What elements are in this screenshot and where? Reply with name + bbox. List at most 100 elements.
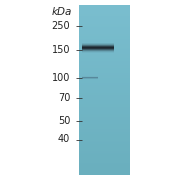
Bar (79, 131, 130, 132)
Bar (79, 166, 130, 168)
Bar (79, 132, 130, 134)
Bar (79, 41, 130, 43)
Bar (79, 119, 130, 120)
Bar (79, 38, 130, 39)
Text: 40: 40 (58, 134, 70, 145)
Bar (79, 60, 130, 61)
Bar (79, 125, 130, 127)
Bar (79, 51, 130, 53)
Bar (79, 78, 130, 80)
Bar (79, 29, 130, 31)
Bar (79, 88, 130, 90)
Bar (79, 80, 130, 82)
Bar (79, 24, 130, 26)
Text: 100: 100 (52, 73, 70, 83)
Bar (79, 117, 130, 119)
Bar (79, 61, 130, 63)
Bar (79, 137, 130, 139)
Bar (79, 76, 130, 78)
Bar (79, 39, 130, 41)
Bar (79, 144, 130, 146)
Bar (79, 120, 130, 122)
Bar (79, 12, 130, 14)
Bar (79, 7, 130, 9)
Bar (79, 27, 130, 29)
Bar (79, 171, 130, 173)
Bar (79, 159, 130, 161)
Bar (79, 87, 130, 88)
Bar (79, 109, 130, 110)
Text: 250: 250 (52, 21, 70, 31)
Bar (79, 21, 130, 22)
Bar (79, 26, 130, 27)
Bar (79, 142, 130, 144)
Bar (79, 83, 130, 85)
Bar (79, 168, 130, 170)
Text: 150: 150 (52, 45, 70, 55)
Bar (79, 56, 130, 58)
Bar (79, 68, 130, 70)
Bar (79, 71, 130, 73)
Bar (79, 102, 130, 104)
Bar (79, 154, 130, 156)
Bar (79, 161, 130, 163)
Bar (79, 139, 130, 141)
Bar (79, 15, 130, 17)
Bar (79, 48, 130, 49)
Bar (79, 46, 130, 48)
Bar (79, 49, 130, 51)
Bar (79, 158, 130, 159)
Bar (79, 36, 130, 38)
Bar (79, 115, 130, 117)
Bar (79, 32, 130, 34)
Bar (79, 22, 130, 24)
Bar (79, 92, 130, 93)
Bar (79, 107, 130, 109)
Bar (79, 31, 130, 32)
Bar (79, 9, 130, 10)
Bar (79, 53, 130, 55)
Bar (79, 110, 130, 112)
Bar (79, 163, 130, 165)
Bar (79, 44, 130, 46)
Text: kDa: kDa (52, 7, 72, 17)
Bar (79, 122, 130, 124)
Bar (79, 127, 130, 129)
Bar (79, 97, 130, 98)
Bar (79, 75, 130, 76)
Bar (79, 105, 130, 107)
Bar (79, 10, 130, 12)
Text: 70: 70 (58, 93, 70, 103)
Bar (79, 170, 130, 171)
Bar (79, 100, 130, 102)
Bar (79, 19, 130, 21)
Bar (79, 98, 130, 100)
Bar (79, 124, 130, 125)
Bar (79, 134, 130, 136)
Bar (79, 112, 130, 114)
Bar (79, 93, 130, 95)
Bar (79, 43, 130, 44)
Bar (79, 151, 130, 153)
Bar (79, 14, 130, 15)
Bar (79, 129, 130, 131)
Bar (79, 173, 130, 175)
Bar (79, 66, 130, 68)
Bar (79, 34, 130, 36)
Bar (79, 65, 130, 66)
Bar (79, 5, 130, 7)
Bar (79, 103, 130, 105)
Bar (79, 82, 130, 83)
Bar (79, 156, 130, 158)
Text: 50: 50 (58, 116, 70, 126)
Bar (79, 55, 130, 56)
Bar (79, 17, 130, 19)
Bar (79, 73, 130, 75)
Bar (79, 136, 130, 137)
Bar (79, 148, 130, 149)
Bar (79, 153, 130, 154)
Bar (79, 58, 130, 60)
Bar (79, 95, 130, 97)
Bar (79, 114, 130, 115)
Bar (79, 85, 130, 87)
